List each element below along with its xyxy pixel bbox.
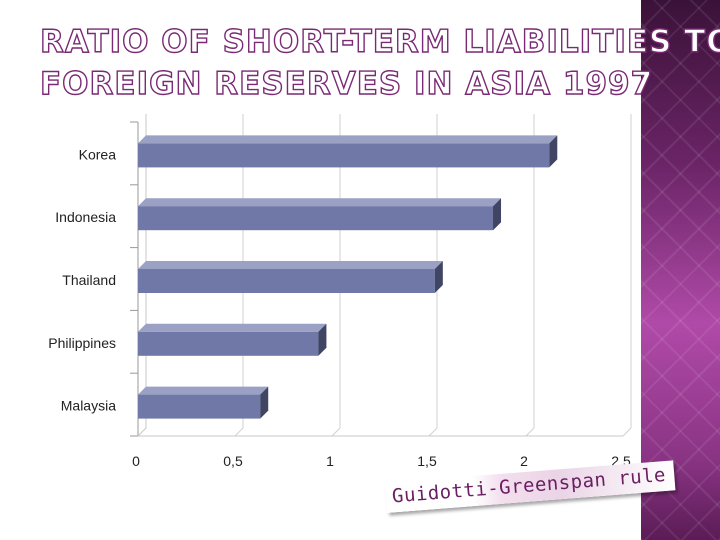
bar-top-philippines xyxy=(138,323,327,332)
gridline-floor xyxy=(234,427,244,437)
bar-korea xyxy=(138,143,550,168)
gridline-floor xyxy=(428,427,438,437)
bar-side-philippines xyxy=(318,323,327,356)
bar-side-malaysia xyxy=(260,386,269,419)
category-label: Thailand xyxy=(62,272,116,288)
x-tick-label: 0 xyxy=(132,453,140,469)
bar-indonesia xyxy=(138,206,494,231)
bar-thailand xyxy=(138,269,435,293)
floor-edge xyxy=(137,427,147,437)
bar-top-thailand xyxy=(138,261,443,269)
category-label: Malaysia xyxy=(61,398,116,414)
bar-philippines xyxy=(138,331,319,356)
gridline-floor xyxy=(525,427,535,437)
bar-top-indonesia xyxy=(138,198,502,207)
category-label: Indonesia xyxy=(55,209,116,225)
bar-side-korea xyxy=(549,135,558,168)
bar-top-malaysia xyxy=(138,386,269,395)
slide-title-line-1: RATIO OF SHORT-TERM LIABILITIES TO xyxy=(39,23,720,60)
category-label: Philippines xyxy=(48,335,116,351)
decorative-side-panel xyxy=(641,0,720,540)
slide-title-line-2: FOREIGN RESERVES IN ASIA 1997 xyxy=(39,65,654,102)
x-tick-label: 2 xyxy=(520,453,528,469)
bar-side-indonesia xyxy=(493,198,502,231)
gridline-floor xyxy=(331,427,341,437)
category-label: Korea xyxy=(79,146,117,162)
bar-chart: 0 0,5 1 1,5 2 2,5KoreaIndonesiaThailandPhilip… xyxy=(48,114,632,469)
gridline-floor xyxy=(622,427,632,437)
x-tick-label: 1 xyxy=(326,453,334,469)
bar-side-thailand xyxy=(434,261,443,293)
bar-malaysia xyxy=(138,394,261,419)
x-tick-label: 1,5 xyxy=(417,453,437,469)
x-tick-label: 0,5 xyxy=(223,453,243,469)
bar-top-korea xyxy=(138,135,558,144)
